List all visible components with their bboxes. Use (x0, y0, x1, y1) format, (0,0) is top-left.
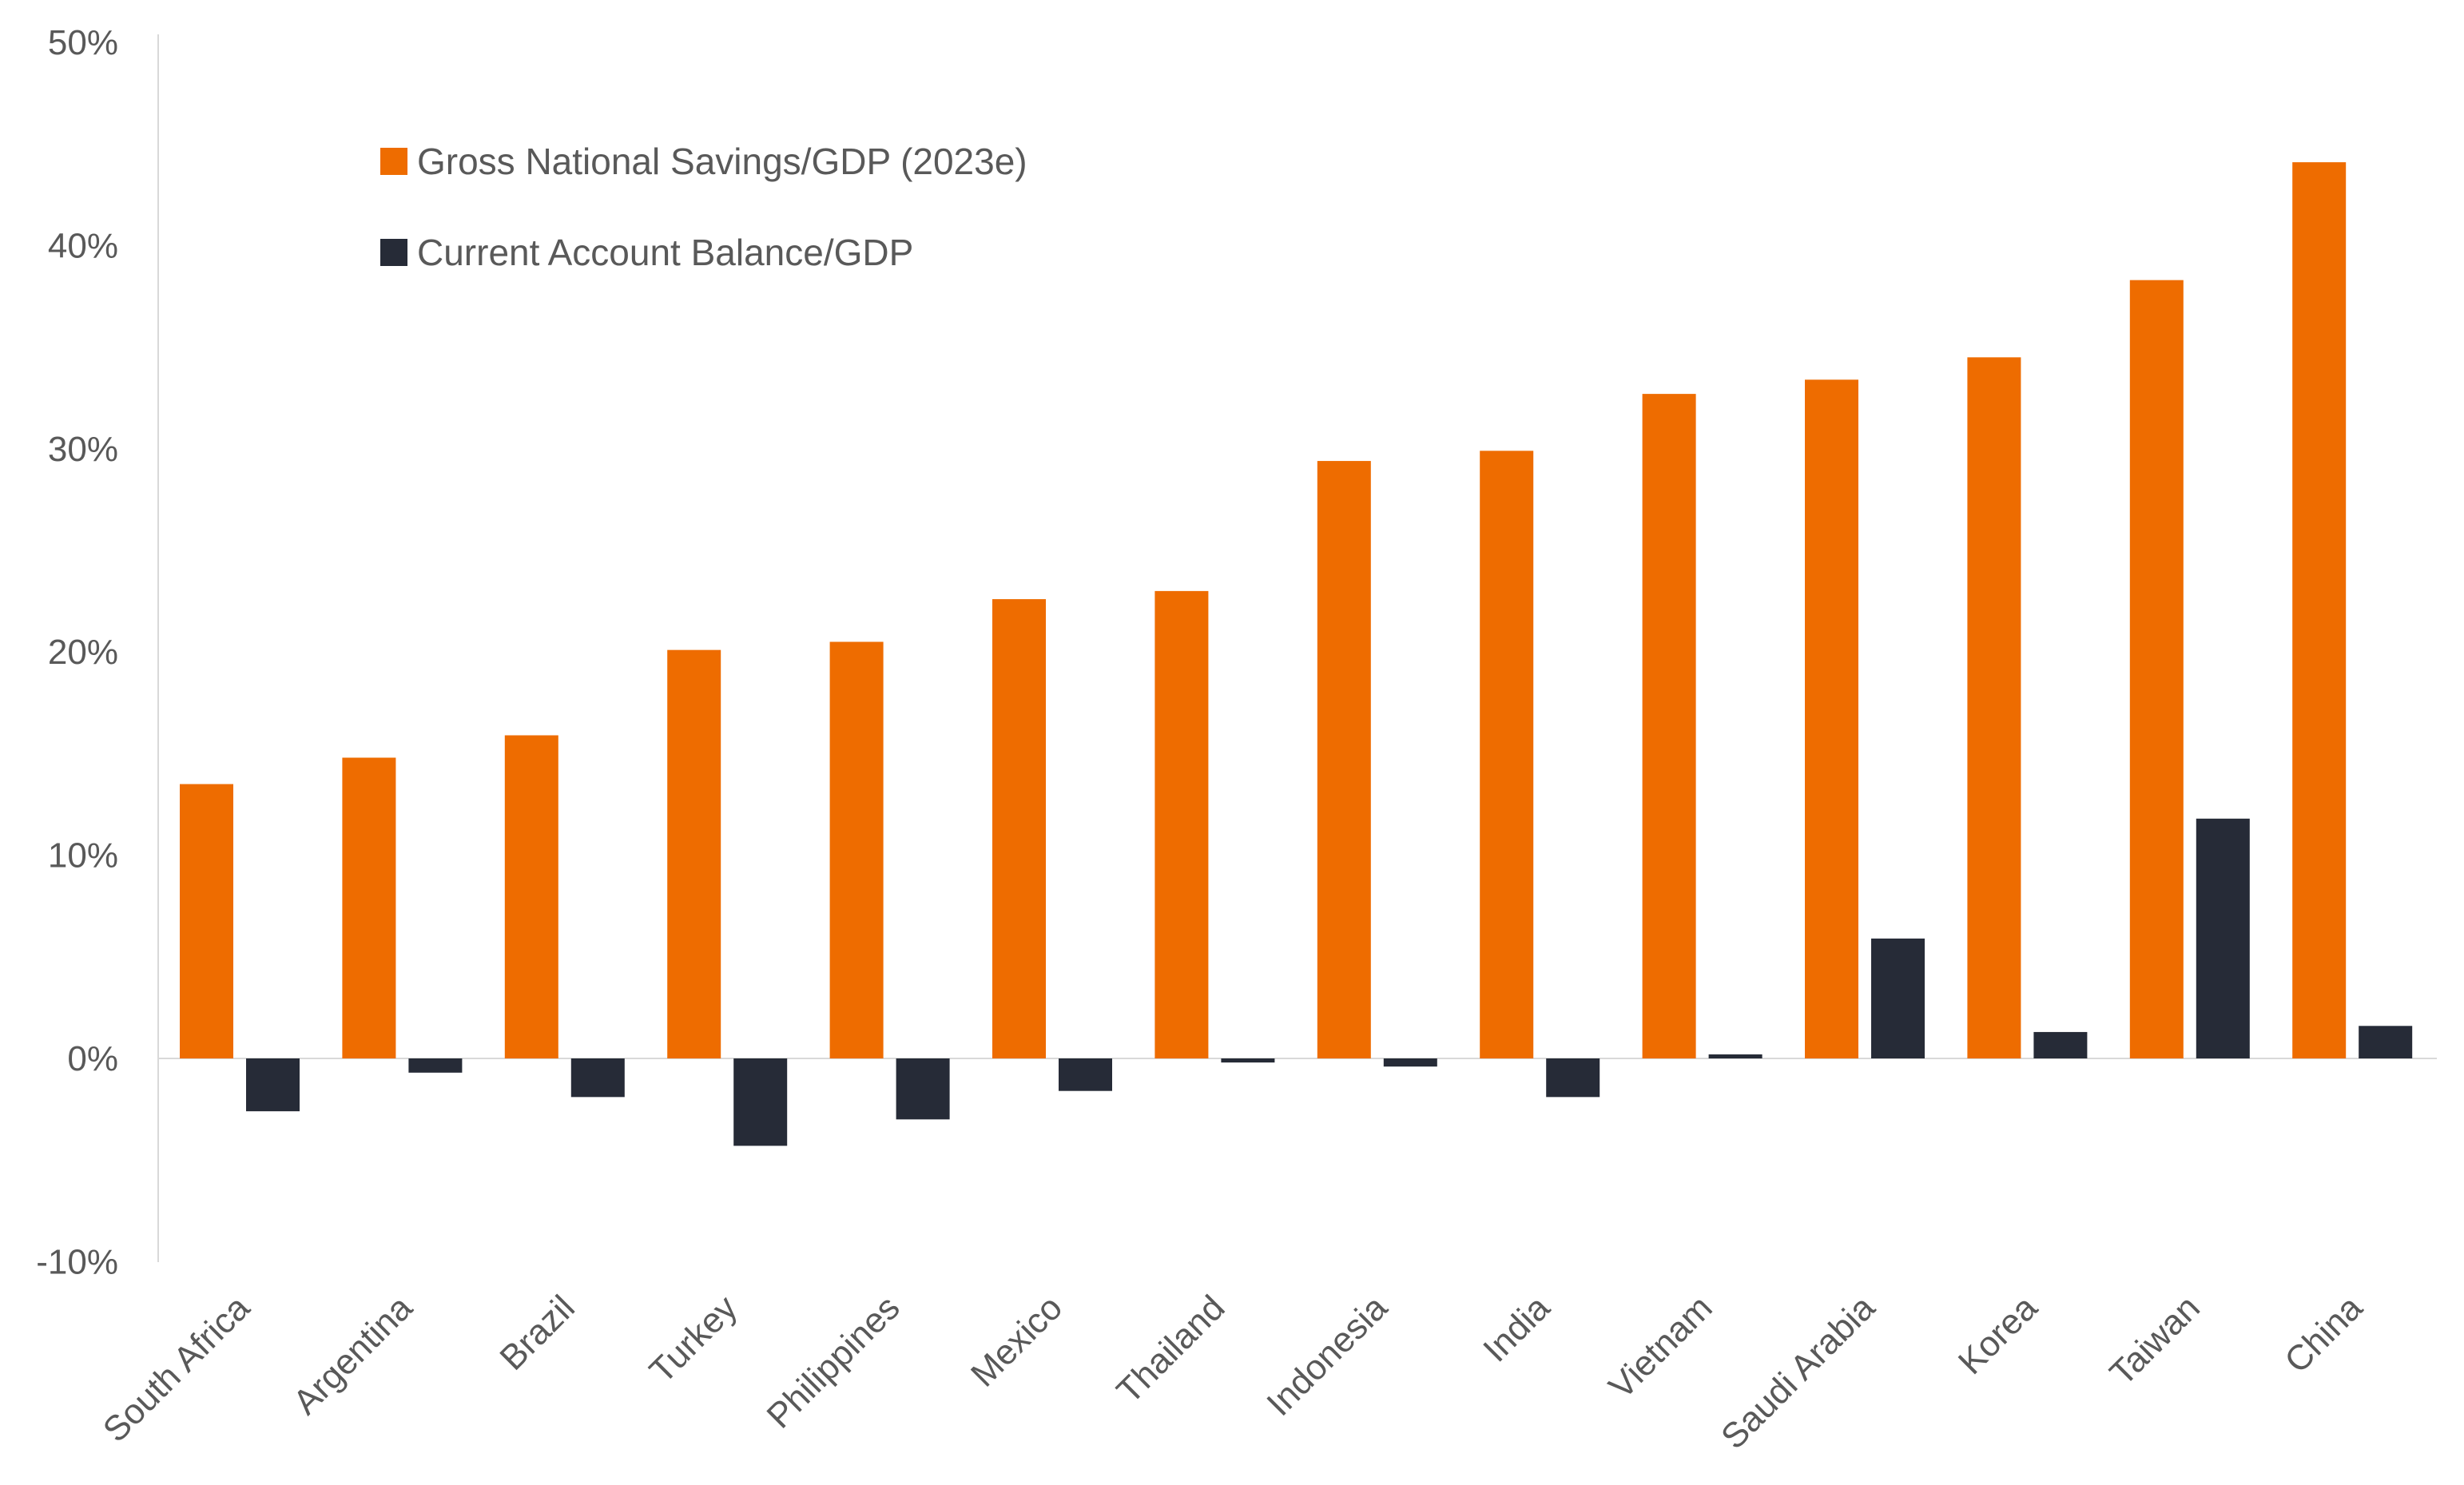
x-tick-label: Turkey (642, 1288, 745, 1391)
current-account-bar-turkey (733, 1058, 788, 1146)
savings-bar-china (2292, 162, 2347, 1059)
x-tick-label: Saudi Arabia (1714, 1288, 1882, 1456)
x-tick-label: India (1476, 1288, 1557, 1369)
savings-bar-india (1480, 451, 1534, 1058)
x-tick-label: Vietnam (1601, 1288, 1719, 1406)
savings-bar-taiwan (2129, 280, 2184, 1058)
savings-bar-indonesia (1317, 461, 1371, 1058)
y-tick-label: 0% (67, 1039, 118, 1078)
savings-bar-philippines (829, 641, 884, 1058)
savings-bar-brazil (504, 735, 558, 1058)
current-account-bar-thailand (1221, 1058, 1275, 1063)
current-account-bar-saudi-arabia (1871, 938, 1925, 1058)
y-tick-label: 10% (48, 836, 118, 876)
savings-bar-korea (1967, 357, 2021, 1058)
current-account-bar-vietnam (1708, 1054, 1763, 1058)
legend-swatch-current-account (380, 239, 407, 266)
savings-bar-thailand (1155, 590, 1209, 1058)
x-tick-labels: South Africa Argentina Brazil Turkey Philipp… (96, 1288, 2371, 1456)
current-account-bar-mexico (1059, 1058, 1112, 1091)
current-account-bar-india (1546, 1058, 1600, 1098)
x-tick-label: Mexico (964, 1288, 1070, 1394)
current-account-bar-philippines (896, 1058, 950, 1120)
axes (157, 34, 2437, 1262)
x-tick-label: Taiwan (2102, 1288, 2207, 1392)
x-tick-label: South Africa (96, 1288, 258, 1450)
x-tick-label: Korea (1951, 1288, 2045, 1382)
savings-bar-vietnam (1642, 394, 1696, 1058)
savings-bar-mexico (992, 599, 1046, 1058)
y-tick-labels: -10% 0% 10% 20% 30% 40% 50% (36, 23, 118, 1281)
y-tick-label: -10% (36, 1242, 118, 1281)
legend: Gross National Savings/GDP (2023e) Curre… (380, 141, 1027, 273)
savings-bar-south-africa (180, 784, 233, 1058)
x-tick-label: Argentina (286, 1288, 420, 1422)
current-account-bar-taiwan (2196, 818, 2250, 1058)
current-account-bar-south-africa (246, 1058, 300, 1112)
y-tick-label: 20% (48, 633, 118, 672)
current-account-bar-indonesia (1383, 1058, 1437, 1067)
savings-bar-argentina (342, 757, 396, 1058)
legend-swatch-savings (380, 148, 407, 175)
legend-label-savings: Gross National Savings/GDP (2023e) (417, 141, 1027, 182)
savings-bar-turkey (667, 649, 721, 1058)
x-tick-label: Brazil (492, 1288, 582, 1377)
x-tick-label: Philippines (760, 1288, 908, 1435)
x-tick-label: Thailand (1109, 1288, 1232, 1411)
legend-label-current-account: Current Account Balance/GDP (417, 232, 913, 273)
bars (180, 162, 2413, 1146)
current-account-bar-korea (2033, 1031, 2088, 1058)
y-tick-label: 30% (48, 430, 118, 469)
x-tick-label: Indonesia (1259, 1288, 1395, 1423)
y-tick-label: 40% (48, 226, 118, 265)
x-tick-label: China (2277, 1288, 2370, 1380)
current-account-bar-brazil (570, 1058, 625, 1098)
current-account-bar-argentina (408, 1058, 463, 1073)
y-tick-label: 50% (48, 23, 118, 62)
savings-bar-saudi-arabia (1805, 379, 1858, 1059)
current-account-bar-china (2359, 1026, 2413, 1058)
